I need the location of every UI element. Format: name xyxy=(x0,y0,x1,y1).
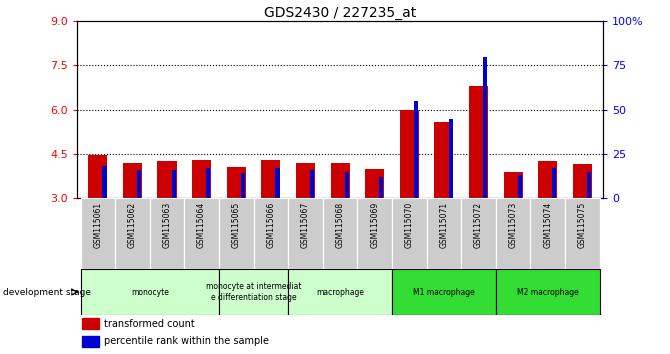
Bar xyxy=(400,110,419,198)
Bar xyxy=(157,161,176,198)
Text: M1 macrophage: M1 macrophage xyxy=(413,287,475,297)
Text: percentile rank within the sample: percentile rank within the sample xyxy=(105,336,269,346)
Text: GSM115070: GSM115070 xyxy=(405,202,414,248)
Text: GSM115065: GSM115065 xyxy=(232,202,241,248)
FancyBboxPatch shape xyxy=(461,198,496,269)
FancyBboxPatch shape xyxy=(219,198,253,269)
Bar xyxy=(379,177,383,198)
Bar xyxy=(483,57,487,198)
Bar xyxy=(206,168,210,198)
FancyBboxPatch shape xyxy=(323,198,357,269)
Bar xyxy=(504,172,523,198)
Text: GSM115064: GSM115064 xyxy=(197,202,206,248)
Text: development stage: development stage xyxy=(3,287,91,297)
FancyBboxPatch shape xyxy=(427,198,461,269)
Text: transformed count: transformed count xyxy=(105,319,195,329)
Bar xyxy=(344,172,349,198)
Text: monocyte at intermediat
e differentiation stage: monocyte at intermediat e differentiatio… xyxy=(206,282,302,302)
Bar xyxy=(469,86,488,198)
Text: M2 macrophage: M2 macrophage xyxy=(517,287,578,297)
Bar xyxy=(172,170,176,198)
Bar xyxy=(226,167,246,198)
Bar xyxy=(241,173,245,198)
FancyBboxPatch shape xyxy=(253,198,288,269)
FancyBboxPatch shape xyxy=(565,198,600,269)
Text: GSM115074: GSM115074 xyxy=(543,202,552,248)
Text: GSM115066: GSM115066 xyxy=(266,202,275,248)
Text: GSM115068: GSM115068 xyxy=(336,202,344,248)
Bar xyxy=(434,121,454,198)
Bar xyxy=(137,170,141,198)
Bar xyxy=(275,168,279,198)
Text: GSM115069: GSM115069 xyxy=(370,202,379,248)
Bar xyxy=(414,101,418,198)
Bar xyxy=(82,318,99,329)
Text: GSM115063: GSM115063 xyxy=(163,202,172,248)
FancyBboxPatch shape xyxy=(357,198,392,269)
FancyBboxPatch shape xyxy=(392,198,427,269)
Bar xyxy=(123,163,142,198)
FancyBboxPatch shape xyxy=(392,269,496,315)
FancyBboxPatch shape xyxy=(80,198,115,269)
Bar xyxy=(573,164,592,198)
Bar xyxy=(448,119,453,198)
Bar xyxy=(518,175,522,198)
Bar xyxy=(330,163,350,198)
Text: GSM115071: GSM115071 xyxy=(440,202,448,248)
Bar xyxy=(552,168,557,198)
Text: GSM115075: GSM115075 xyxy=(578,202,587,248)
Bar xyxy=(261,160,280,198)
Text: macrophage: macrophage xyxy=(316,287,364,297)
FancyBboxPatch shape xyxy=(80,269,219,315)
Bar xyxy=(365,169,384,198)
FancyBboxPatch shape xyxy=(288,269,392,315)
FancyBboxPatch shape xyxy=(531,198,565,269)
Bar xyxy=(82,336,99,347)
FancyBboxPatch shape xyxy=(115,198,149,269)
FancyBboxPatch shape xyxy=(149,198,184,269)
Title: GDS2430 / 227235_at: GDS2430 / 227235_at xyxy=(264,6,416,20)
Bar xyxy=(296,163,315,198)
Bar xyxy=(587,172,591,198)
FancyBboxPatch shape xyxy=(496,269,600,315)
FancyBboxPatch shape xyxy=(288,198,323,269)
FancyBboxPatch shape xyxy=(496,198,531,269)
Bar xyxy=(538,161,557,198)
FancyBboxPatch shape xyxy=(184,198,219,269)
Text: GSM115073: GSM115073 xyxy=(509,202,517,248)
Bar xyxy=(310,170,314,198)
Bar xyxy=(103,166,107,198)
Text: monocyte: monocyte xyxy=(131,287,169,297)
FancyBboxPatch shape xyxy=(219,269,288,315)
Text: GSM115072: GSM115072 xyxy=(474,202,483,248)
Text: GSM115061: GSM115061 xyxy=(93,202,103,248)
Text: GSM115062: GSM115062 xyxy=(128,202,137,248)
Text: GSM115067: GSM115067 xyxy=(301,202,310,248)
Bar xyxy=(192,160,211,198)
Bar xyxy=(88,155,107,198)
